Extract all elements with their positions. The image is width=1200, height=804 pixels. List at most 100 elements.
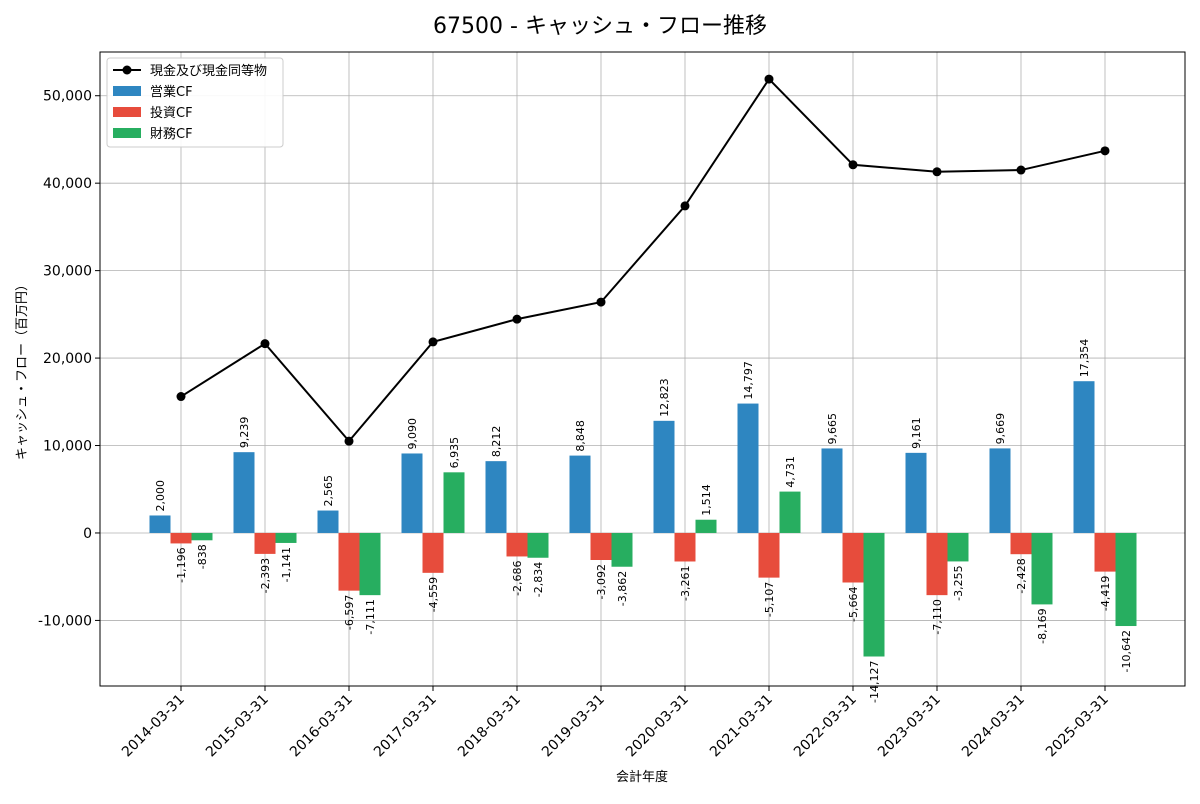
cash-point: [680, 201, 690, 211]
bar-value-label: -5,664: [847, 586, 860, 621]
bar-value-label: 8,848: [574, 420, 587, 452]
bar-value-label: -8,169: [1036, 608, 1049, 643]
legend-label: 投資CF: [150, 105, 193, 121]
y-tick-label: 10,000: [43, 439, 92, 455]
x-axis-title: 会計年度: [616, 769, 668, 785]
bar-operating: [401, 453, 423, 533]
bar-value-label: -6,597: [343, 595, 356, 630]
bar-financing: [527, 532, 549, 558]
y-tick-label: -10,000: [38, 613, 92, 629]
bar-value-label: 2,565: [322, 475, 335, 507]
y-tick-label: 50,000: [43, 89, 92, 105]
x-tick-label: 2016-03-31: [287, 692, 356, 761]
cash-point: [260, 339, 270, 349]
bar-value-label: -2,428: [1015, 558, 1028, 593]
bar-financing: [947, 532, 969, 562]
bar-operating: [989, 448, 1011, 533]
bar-value-label: 9,669: [994, 413, 1007, 445]
cash-point: [848, 160, 858, 170]
legend-swatch: [113, 128, 141, 138]
x-tick-label: 2017-03-31: [371, 692, 440, 761]
bar-investing: [422, 532, 444, 573]
cash-line: [180, 77, 1106, 443]
bar-investing: [170, 532, 192, 544]
bar-financing: [779, 491, 801, 533]
x-tick-label: 2024-03-31: [959, 692, 1028, 761]
bar-value-label: 2,000: [154, 480, 167, 512]
bar-investing: [674, 532, 696, 562]
cash-point: [596, 297, 606, 307]
cash-point: [932, 167, 942, 177]
bar-investing: [590, 532, 612, 561]
x-tick-label: 2023-03-31: [875, 692, 944, 761]
bar-value-label: -838: [196, 544, 209, 569]
bar-investing: [842, 532, 864, 583]
y-tick-label: 40,000: [43, 176, 92, 192]
bar-value-label: 14,797: [742, 361, 755, 400]
grid-layer: [100, 52, 1185, 686]
bar-financing: [443, 472, 465, 533]
bar-investing: [254, 532, 276, 554]
legend-marker: [122, 65, 132, 75]
x-tick-label: 2019-03-31: [539, 692, 608, 761]
x-tick-label: 2020-03-31: [623, 692, 692, 761]
bar-financing: [611, 532, 633, 567]
cash-point: [1016, 165, 1026, 175]
bar-value-label: -1,196: [175, 547, 188, 582]
x-tick-label: 2025-03-31: [1043, 692, 1112, 761]
legend-box: [106, 57, 284, 148]
bar-value-label: -3,261: [679, 565, 692, 600]
bar-operating: [1073, 381, 1095, 533]
legend-label: 財務CF: [150, 127, 193, 142]
bar-operating: [905, 452, 927, 533]
bar-value-label: -4,559: [427, 577, 440, 612]
bar-investing: [926, 532, 948, 596]
bar-operating: [317, 510, 339, 533]
bar-operating: [653, 420, 675, 533]
bar-value-label: -5,107: [763, 582, 776, 617]
bar-value-label: -3,092: [595, 564, 608, 599]
bar-financing: [1115, 532, 1137, 627]
bar-financing: [863, 532, 885, 657]
bar-value-label: 9,090: [406, 418, 419, 450]
bar-financing: [695, 519, 717, 533]
bar-financing: [359, 532, 381, 596]
bar-value-label: -2,834: [532, 562, 545, 597]
bar-value-label: -3,862: [616, 571, 629, 606]
cash-point: [1100, 146, 1110, 156]
y-tick-label: 30,000: [43, 264, 92, 280]
bar-value-label: -1,141: [280, 547, 293, 582]
plot-frame: [99, 51, 1186, 687]
bar-investing: [1094, 532, 1116, 572]
bar-value-label: 9,239: [238, 417, 251, 449]
chart-title: 67500 - キャッシュ・フロー推移: [433, 14, 767, 39]
legend-label: 営業CF: [150, 84, 193, 100]
x-tick-label: 2018-03-31: [455, 692, 524, 761]
bar-value-label: -4,419: [1099, 576, 1112, 611]
y-tick-label: 0: [83, 526, 92, 542]
x-tick-label: 2022-03-31: [791, 692, 860, 761]
bar-value-label: -10,642: [1120, 630, 1133, 672]
bar-value-label: 1,514: [700, 484, 713, 516]
bar-investing: [506, 532, 528, 557]
bar-operating: [569, 455, 591, 533]
y-axis-title: キャッシュ・フロー（百万円）: [15, 278, 30, 460]
cash-point: [428, 337, 438, 347]
bar-operating: [485, 461, 507, 533]
bar-value-label: 4,731: [784, 456, 797, 488]
bar-value-label: -2,393: [259, 558, 272, 593]
bar-investing: [1010, 532, 1032, 555]
cash-point: [764, 74, 774, 84]
bar-value-label: 6,935: [448, 437, 461, 469]
bar-value-label: -7,110: [931, 599, 944, 634]
bar-value-label: 9,665: [826, 413, 839, 445]
line-layer: [176, 74, 1110, 446]
bar-value-label: -2,686: [511, 560, 524, 595]
x-tick-label: 2021-03-31: [707, 692, 776, 761]
x-tick-label: 2015-03-31: [203, 692, 272, 761]
bar-financing: [1031, 532, 1053, 605]
bar-value-label: -14,127: [868, 661, 881, 703]
bar-investing: [758, 532, 780, 578]
